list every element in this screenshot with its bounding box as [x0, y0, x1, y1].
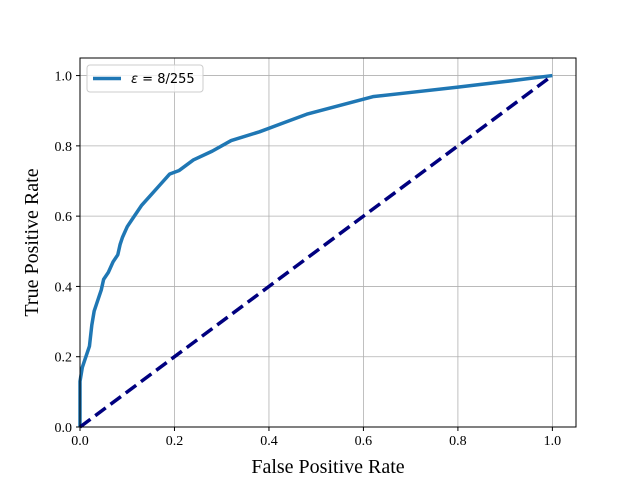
- x-tick-label: 0.4: [260, 434, 278, 449]
- x-tick-label: 0.8: [449, 434, 467, 449]
- x-tick-label: 0.6: [355, 434, 373, 449]
- y-tick-label: 0.0: [55, 421, 73, 436]
- x-axis-label: False Positive Rate: [251, 456, 404, 478]
- plot-frame: [79, 57, 577, 428]
- y-tick-label: 1.0: [55, 70, 73, 85]
- y-tick-label: 0.8: [55, 140, 73, 155]
- y-tick-label: 0.2: [55, 351, 73, 366]
- y-tick-label: 0.6: [55, 210, 73, 225]
- x-tick-label: 0.2: [166, 434, 184, 449]
- legend-box: [86, 64, 204, 93]
- x-tick-label: 1.0: [544, 434, 562, 449]
- y-tick-label: 0.4: [55, 280, 73, 295]
- legend: ε = 8/255: [86, 64, 204, 93]
- legend-label: ε = 8/255: [131, 72, 195, 87]
- chance-diagonal-line: [78, 74, 554, 429]
- x-tick-label: 0.0: [71, 434, 89, 449]
- y-axis-label: True Positive Rate: [21, 168, 43, 316]
- legend-value: = 8/255: [138, 72, 195, 87]
- series-layer: [78, 73, 554, 429]
- legend-epsilon-symbol: ε: [131, 72, 138, 87]
- ticks: 0.0 0.2 0.4 0.6 0.8 1.0 0.0 0.2 0.4 0.6 0.8 1.0: [55, 70, 562, 449]
- roc-curve-line: [78, 73, 553, 427]
